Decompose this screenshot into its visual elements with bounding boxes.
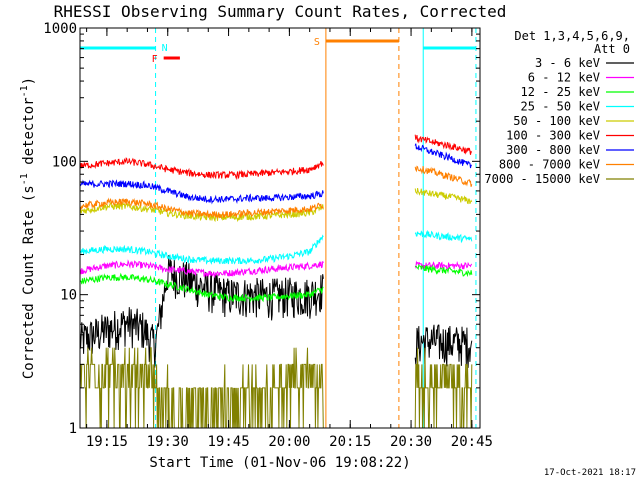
x-tick-label-3: 20:00 [268, 434, 310, 450]
x-axis-label: Start Time (01-Nov-06 19:08:22) [149, 455, 410, 471]
x-tick-label-1: 19:30 [147, 434, 189, 450]
y-tick-label-3: 1000 [43, 21, 77, 37]
legend-label-100-300-kev: 100 - 300 keV [506, 129, 600, 143]
series-line-25-50-kev [80, 229, 473, 265]
y-axis-label-end: ) [21, 77, 37, 85]
chart-title: RHESSI Observing Summary Count Rates, Co… [54, 2, 507, 21]
legend-label-25-50-kev: 25 - 50 keV [521, 100, 600, 114]
flare-label: F [152, 54, 158, 65]
x-tick-label-2: 19:45 [207, 434, 249, 450]
y-axis-label-main: Corrected Count Rate (s [21, 185, 37, 379]
series-line-50-100-kev [80, 188, 473, 223]
legend-title-2: Att 0 [594, 42, 630, 56]
x-tick-label-0: 19:15 [86, 434, 128, 450]
legend-label-3-6-kev: 3 - 6 keV [535, 56, 600, 70]
plot-frame [79, 27, 481, 429]
legend-label-6-12-kev: 6 - 12 keV [528, 71, 600, 85]
legend-label-50-100-kev: 50 - 100 keV [513, 114, 600, 128]
y-tick-label-1: 10 [60, 288, 77, 304]
y-tick-label-0: 1 [69, 421, 77, 437]
legend-title-1: Det 1,3,4,5,6,9, [514, 29, 630, 43]
legend-label-12-25-kev: 12 - 25 keV [521, 85, 600, 99]
y-axis-label-sup-1: -1 [19, 173, 30, 185]
night-label: N [162, 43, 168, 54]
footer-timestamp: 17-Oct-2021 18:17 [544, 468, 636, 478]
y-tick-label-2: 100 [52, 154, 77, 170]
legend-label-7000-15000-kev: 7000 - 15000 keV [484, 172, 600, 186]
series-line-6-12-kev [80, 259, 473, 279]
series-line-800-7000-kev [80, 165, 473, 219]
x-tick-label-4: 20:15 [329, 434, 371, 450]
series-layer [80, 134, 473, 428]
x-tick-label-5: 20:30 [390, 434, 432, 450]
x-tick-label-6: 20:45 [451, 434, 493, 450]
y-axis-label: Corrected Count Rate (s-1 detector-1) [19, 77, 37, 379]
legend-label-800-7000-kev: 800 - 7000 keV [499, 158, 600, 172]
series-line-12-25-kev [80, 263, 473, 303]
series-line-300-800-kev [80, 143, 472, 205]
annotation-layer: NF S [80, 28, 477, 428]
legend-label-300-800-kev: 300 - 800 keV [506, 143, 600, 157]
y-axis-label-sup-2: -1 [19, 85, 30, 97]
saa-label: S [314, 37, 320, 48]
series-line-7000-15000-kev [80, 347, 473, 428]
y-axis-label-mid: detector [21, 97, 37, 173]
tick-layer: 19:15 19:30 19:45 20:00 20:15 20:30 20:45 1 10 10… [43, 21, 493, 450]
series-line-100-300-kev [80, 134, 473, 181]
